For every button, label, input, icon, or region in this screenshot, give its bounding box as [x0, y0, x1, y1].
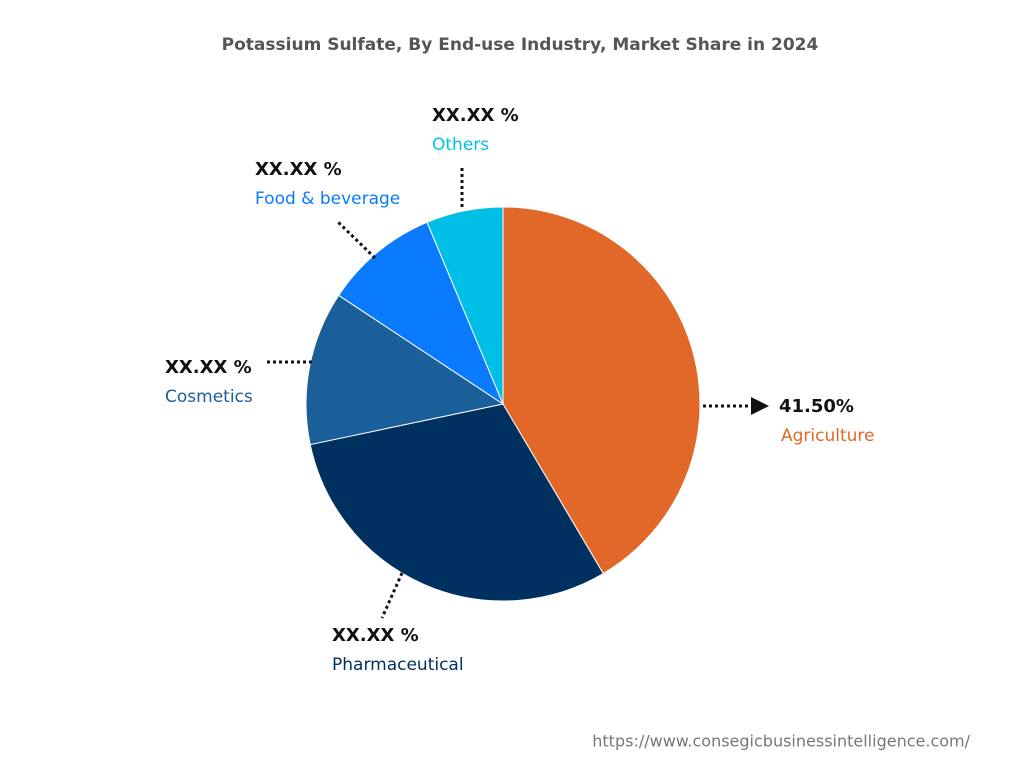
- category-label: Agriculture: [781, 426, 875, 446]
- value-label: XX.XX %: [432, 105, 519, 126]
- chart-title: Potassium Sulfate, By End-use Industry, …: [222, 35, 819, 55]
- pie-slice: [426, 206, 504, 405]
- pie-slice: [309, 403, 604, 602]
- value-label: XX.XX %: [332, 625, 419, 646]
- pie-slice: [502, 206, 701, 575]
- category-label: Cosmetics: [165, 387, 253, 407]
- value-label: XX.XX %: [165, 357, 252, 378]
- source-url: https://www.consegicbusinessintelligence…: [592, 732, 970, 751]
- value-label: XX.XX %: [255, 159, 342, 180]
- pie-slice: [305, 294, 505, 446]
- leader-line: [336, 220, 377, 260]
- pie-slice: [337, 221, 505, 406]
- category-label: Pharmaceutical: [332, 655, 464, 675]
- category-label: Others: [432, 135, 489, 155]
- leader-line: [380, 572, 404, 619]
- value-label: 41.50%: [779, 396, 854, 417]
- category-label: Food & beverage: [255, 189, 400, 209]
